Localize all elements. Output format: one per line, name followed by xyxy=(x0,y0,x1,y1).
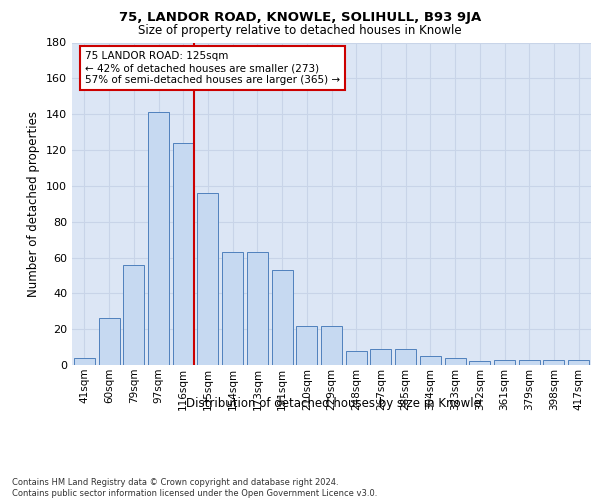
Text: Distribution of detached houses by size in Knowle: Distribution of detached houses by size … xyxy=(185,398,481,410)
Bar xyxy=(494,360,515,365)
Bar xyxy=(346,350,367,365)
Bar xyxy=(321,326,342,365)
Bar xyxy=(123,264,144,365)
Text: Size of property relative to detached houses in Knowle: Size of property relative to detached ho… xyxy=(138,24,462,37)
Bar xyxy=(370,349,391,365)
Bar xyxy=(469,362,490,365)
Bar xyxy=(74,358,95,365)
Text: 75 LANDOR ROAD: 125sqm
← 42% of detached houses are smaller (273)
57% of semi-de: 75 LANDOR ROAD: 125sqm ← 42% of detached… xyxy=(85,52,340,84)
Bar xyxy=(222,252,243,365)
Bar xyxy=(247,252,268,365)
Bar xyxy=(395,349,416,365)
Bar xyxy=(173,143,194,365)
Y-axis label: Number of detached properties: Number of detached properties xyxy=(28,111,40,296)
Bar xyxy=(445,358,466,365)
Bar xyxy=(148,112,169,365)
Bar xyxy=(296,326,317,365)
Bar xyxy=(420,356,441,365)
Text: 75, LANDOR ROAD, KNOWLE, SOLIHULL, B93 9JA: 75, LANDOR ROAD, KNOWLE, SOLIHULL, B93 9… xyxy=(119,11,481,24)
Text: Contains HM Land Registry data © Crown copyright and database right 2024.
Contai: Contains HM Land Registry data © Crown c… xyxy=(12,478,377,498)
Bar xyxy=(197,193,218,365)
Bar xyxy=(568,360,589,365)
Bar xyxy=(544,360,565,365)
Bar xyxy=(272,270,293,365)
Bar xyxy=(519,360,540,365)
Bar xyxy=(98,318,119,365)
